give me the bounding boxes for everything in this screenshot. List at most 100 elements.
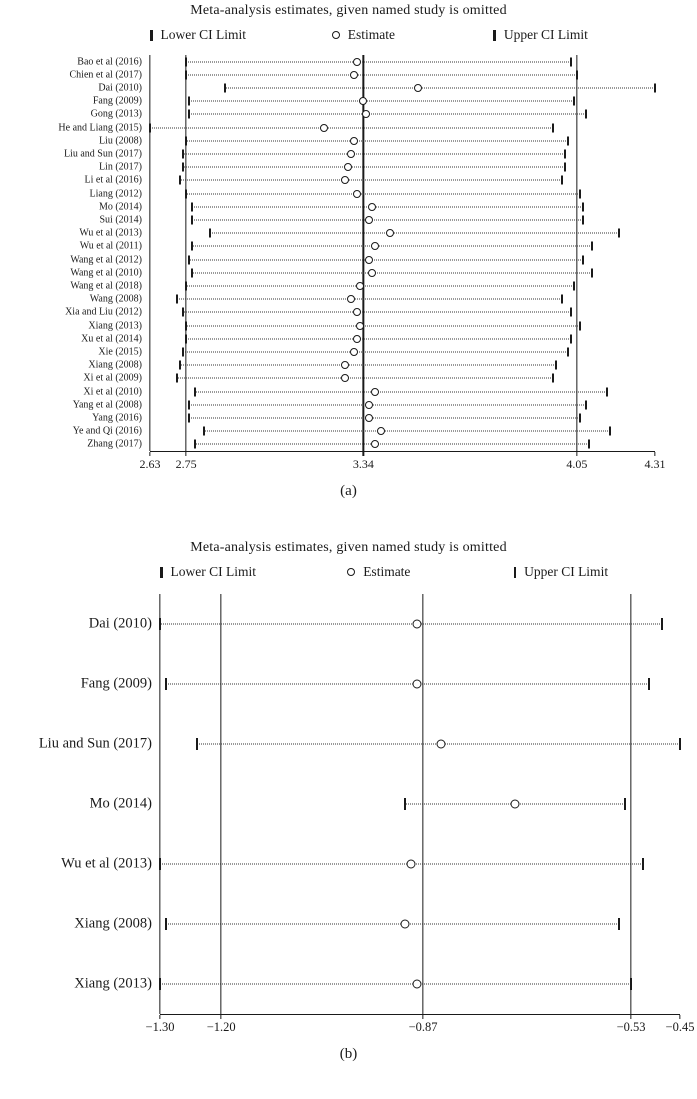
lower-ci-tick [185,136,188,146]
study-label: Ye and Qi (2016) [72,425,142,437]
lower-ci-tick [194,439,197,449]
upper-ci-tick [584,109,587,119]
ci-range-line [189,113,586,115]
upper-ci-tick [560,294,563,304]
lower-ci-tick-icon [160,566,163,578]
upper-ci-tick [566,347,569,357]
ci-range-line [180,364,556,366]
reference-line [149,55,151,451]
reference-line [159,594,161,1014]
panel-a: Meta-analysis estimates, given named stu… [0,0,697,500]
lower-ci-tick [191,241,194,251]
estimate-marker [386,229,395,238]
upper-ci-tick [569,307,572,317]
study-label: Yang (2016) [92,412,142,424]
upper-ci-tick [578,413,581,423]
upper-ci-tick [617,228,620,238]
legend-b: Lower CI Limit Estimate Upper CI Limit [160,564,680,580]
estimate-circle-icon [347,568,356,576]
estimate-marker [368,268,377,277]
ci-range-line [186,285,574,287]
axis-tick-label: −1.30 [145,1020,175,1034]
estimate-marker [350,70,359,79]
legend-item-upper-ci: Upper CI Limit [513,564,680,580]
lower-ci-tick [176,294,179,304]
estimate-marker [362,110,371,119]
estimate-marker [371,387,380,396]
estimate-marker [341,361,350,370]
ci-range-line [160,863,644,865]
estimate-marker [353,57,362,66]
axis-tick-label: −0.45 [665,1020,695,1034]
axis-tick [185,452,187,456]
ci-range-line [186,325,580,327]
legend-label-lower: Lower CI Limit [160,27,246,42]
upper-ci-tick [660,618,663,630]
ci-range-line [177,377,553,379]
estimate-marker [353,189,362,198]
legend-label-upper: Upper CI Limit [524,564,609,579]
chart-area-b: Lower CI Limit Estimate Upper CI Limit D… [39,564,695,1037]
estimate-marker [341,176,350,185]
upper-ci-tick [578,189,581,199]
reference-line [630,594,632,1014]
ci-range-line [180,179,562,181]
study-label: Wang et al (2010) [70,267,142,279]
ci-range-line [166,923,619,925]
chart-title-b: Meta-analysis estimates, given named stu… [190,540,507,555]
estimate-marker [371,440,380,449]
study-label: Xi et al (2009) [83,372,142,384]
estimate-marker [412,979,422,989]
panel-b: Meta-analysis estimates, given named stu… [0,540,697,1063]
x-axis-b: −1.30 −1.20 −0.87 −0.53 −0.45 [146,1015,694,1037]
upper-ci-tick [551,123,554,133]
legend-item-upper-ci: Upper CI Limit [493,27,655,43]
lower-ci-tick [159,858,161,870]
estimate-marker [406,859,416,869]
legend-item-estimate: Estimate [331,27,494,43]
study-label: Mo (2014) [98,201,142,213]
study-label: Liu and Sun (2017) [38,735,152,752]
study-label: Dai (2010) [98,82,142,94]
chart-title-a: Meta-analysis estimates, given named stu… [190,3,507,18]
ci-range-line [186,140,568,142]
upper-ci-tick [605,387,608,397]
estimate-marker [356,282,365,290]
upper-ci-tick [572,96,575,106]
lower-ci-tick [159,618,161,630]
ci-range-line [183,311,571,313]
upper-ci-tick [587,439,590,449]
upper-ci-tick [590,241,593,251]
estimate-marker [412,619,422,629]
estimate-marker [344,163,353,172]
reference-line [220,594,222,1014]
legend-item-lower-ci: Lower CI Limit [150,27,332,43]
lower-ci-tick [159,978,161,990]
upper-ci-tick-icon [493,29,496,41]
panel-label-b: (b) [339,1046,358,1062]
lower-ci-tick [182,307,185,317]
estimate-marker [347,150,356,158]
study-label: Xiang (2013) [74,975,152,992]
lower-ci-tick [185,334,188,344]
legend-a: Lower CI Limit Estimate Upper CI Limit [150,27,655,43]
ci-range-line [183,166,565,168]
reference-line [185,55,187,451]
lower-ci-tick [188,413,191,423]
upper-ci-tick [575,70,578,80]
estimate-marker [320,123,329,132]
lower-ci-tick [179,175,182,185]
lower-ci-tick [185,281,188,291]
ci-range-line [192,245,592,247]
reference-line [576,55,578,451]
upper-ci-tick [569,334,572,344]
lower-ci-tick [149,123,151,133]
ci-range-line [189,404,586,406]
ci-range-line [192,206,583,208]
study-label: Xiang (2008) [88,359,142,371]
upper-ci-tick [581,255,584,265]
ci-range-line [204,430,610,432]
estimate-marker [365,216,374,224]
ci-range-line [192,219,583,221]
